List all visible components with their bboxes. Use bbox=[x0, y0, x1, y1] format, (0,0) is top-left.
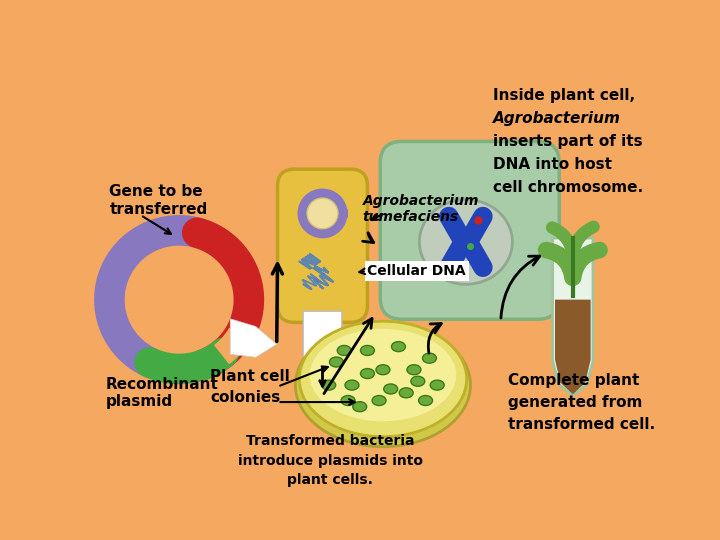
Text: Recombinant
plasmid: Recombinant plasmid bbox=[106, 377, 218, 409]
Ellipse shape bbox=[431, 380, 444, 390]
Text: Cellular DNA: Cellular DNA bbox=[367, 264, 466, 278]
FancyArrowPatch shape bbox=[552, 227, 573, 258]
Ellipse shape bbox=[337, 346, 351, 355]
Text: Complete plant
generated from
transformed cell.: Complete plant generated from transforme… bbox=[508, 373, 656, 432]
Ellipse shape bbox=[376, 364, 390, 375]
FancyArrowPatch shape bbox=[363, 233, 374, 242]
FancyArrowPatch shape bbox=[501, 256, 540, 318]
Text: Transformed bacteria
introduce plasmids into
plant cells.: Transformed bacteria introduce plasmids … bbox=[238, 434, 423, 488]
Text: DNA into host: DNA into host bbox=[493, 157, 612, 172]
Ellipse shape bbox=[300, 321, 467, 437]
Ellipse shape bbox=[361, 369, 374, 379]
Ellipse shape bbox=[384, 384, 397, 394]
Text: Agrobacterium: Agrobacterium bbox=[493, 111, 621, 126]
Ellipse shape bbox=[345, 380, 359, 390]
Ellipse shape bbox=[418, 395, 433, 406]
Polygon shape bbox=[215, 328, 250, 363]
Ellipse shape bbox=[411, 376, 425, 386]
FancyArrowPatch shape bbox=[573, 227, 593, 258]
Polygon shape bbox=[230, 319, 276, 357]
Text: Gene to be
transferred: Gene to be transferred bbox=[109, 184, 207, 217]
Text: cell chromosome.: cell chromosome. bbox=[493, 180, 643, 195]
Ellipse shape bbox=[330, 357, 343, 367]
Ellipse shape bbox=[353, 402, 366, 411]
Ellipse shape bbox=[295, 323, 471, 447]
FancyBboxPatch shape bbox=[380, 141, 559, 319]
Ellipse shape bbox=[423, 353, 436, 363]
FancyArrowPatch shape bbox=[546, 250, 572, 278]
Text: inserts part of its: inserts part of its bbox=[493, 134, 643, 149]
Text: Inside plant cell,: Inside plant cell, bbox=[493, 88, 635, 103]
Text: Plant cell
colonies: Plant cell colonies bbox=[210, 369, 290, 405]
FancyArrowPatch shape bbox=[573, 250, 600, 278]
Ellipse shape bbox=[322, 380, 336, 390]
Ellipse shape bbox=[392, 342, 405, 352]
FancyBboxPatch shape bbox=[277, 169, 367, 322]
Polygon shape bbox=[303, 311, 342, 388]
Polygon shape bbox=[555, 300, 590, 394]
FancyArrowPatch shape bbox=[428, 323, 441, 353]
Ellipse shape bbox=[361, 346, 374, 355]
Text: Agrobacterium
tumefaciens: Agrobacterium tumefaciens bbox=[363, 194, 480, 224]
Ellipse shape bbox=[310, 329, 456, 421]
Ellipse shape bbox=[399, 388, 413, 398]
Circle shape bbox=[307, 198, 338, 229]
Ellipse shape bbox=[407, 364, 421, 375]
Polygon shape bbox=[553, 238, 593, 396]
Ellipse shape bbox=[372, 395, 386, 406]
Ellipse shape bbox=[341, 395, 355, 406]
Ellipse shape bbox=[419, 200, 513, 284]
